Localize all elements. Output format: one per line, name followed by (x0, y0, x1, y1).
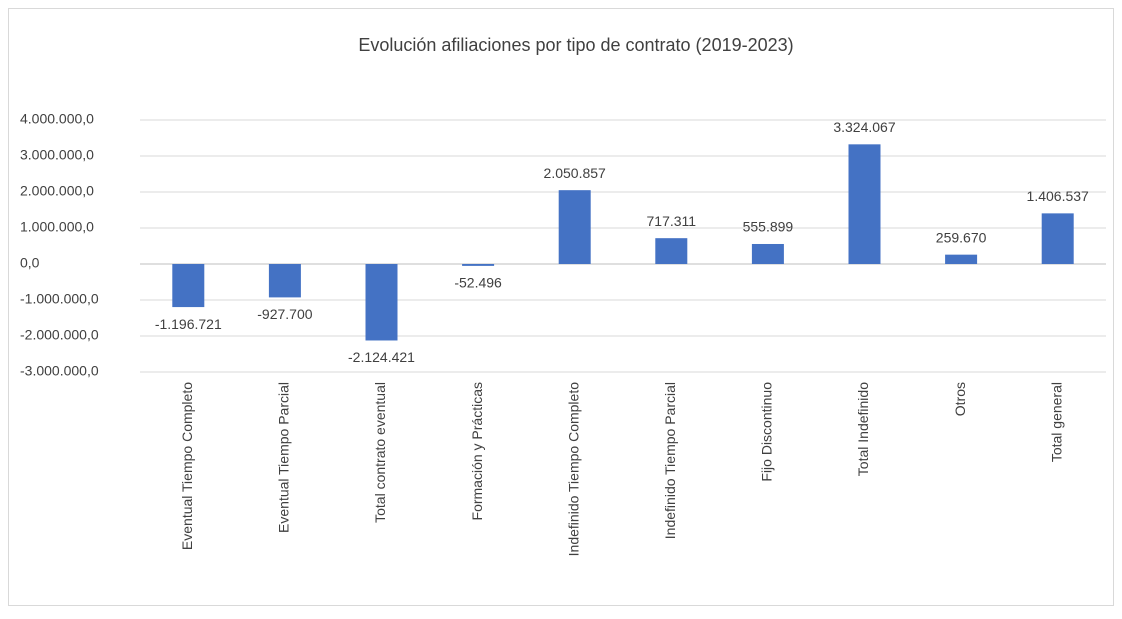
data-label: 2.050.857 (544, 165, 606, 181)
x-tick-label: Fijo Discontinuo (759, 382, 775, 482)
x-tick-label: Total general (1048, 382, 1064, 462)
bar (655, 238, 688, 264)
x-tick-label: Total Indefinido (855, 382, 871, 476)
data-label: -1.196.721 (155, 316, 222, 332)
y-tick-label: 3.000.000,0 (20, 147, 94, 163)
x-tick-label: Eventual Tiempo Completo (179, 382, 195, 550)
y-tick-label: 4.000.000,0 (20, 111, 94, 127)
bar (848, 144, 881, 264)
bar (558, 190, 591, 264)
bar (1041, 213, 1074, 264)
y-tick-label: -1.000.000,0 (20, 291, 99, 307)
x-tick-label: Indefinido Tiempo Completo (565, 382, 581, 557)
data-label: -52.496 (454, 275, 502, 291)
y-tick-label: -3.000.000,0 (20, 363, 99, 379)
chart-title: Evolución afiliaciones por tipo de contr… (358, 35, 793, 55)
x-tick-label: Total contrato eventual (372, 382, 388, 523)
y-tick-label: 1.000.000,0 (20, 219, 94, 235)
data-label: 3.324.067 (833, 119, 895, 135)
bar (462, 264, 495, 266)
bar (945, 254, 978, 264)
data-label: 1.406.537 (1027, 188, 1089, 204)
data-label: 717.311 (647, 213, 697, 229)
bar (268, 264, 301, 298)
data-label: 555.899 (743, 219, 794, 235)
x-tick-label: Indefinido Tiempo Parcial (662, 382, 678, 539)
bar (365, 264, 398, 341)
x-tick-label: Eventual Tiempo Parcial (276, 382, 292, 533)
bar (751, 243, 784, 264)
x-tick-label: Formación y Prácticas (469, 382, 485, 520)
y-tick-label: 2.000.000,0 (20, 183, 94, 199)
y-tick-label: 0,0 (20, 255, 40, 271)
bar (172, 264, 205, 308)
y-tick-label: -2.000.000,0 (20, 327, 99, 343)
data-label: -2.124.421 (348, 349, 415, 365)
x-tick-label: Otros (952, 382, 968, 416)
data-label: -927.700 (257, 306, 312, 322)
data-label: 259.670 (936, 229, 987, 245)
